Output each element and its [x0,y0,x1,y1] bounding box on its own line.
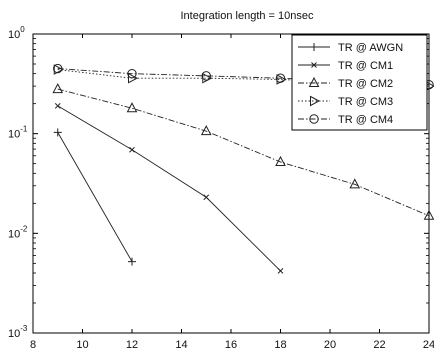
x-tick-label: 24 [423,339,434,351]
data-point [201,71,211,81]
data-point [53,64,64,75]
data-point [128,257,136,266]
y-axis: 100 10-1 10-2 10-3 [8,25,429,340]
y-tick-label: 100 [8,25,25,41]
x-tick-label: 14 [175,339,187,351]
data-point [423,209,434,220]
y-tick-label: 10-2 [8,224,28,240]
x-axis: 8 10 12 14 16 18 20 22 24 [30,34,434,351]
x-tick-label: 16 [225,339,237,351]
data-point [308,76,320,87]
series-line [57,88,430,217]
data-point [200,125,212,136]
x-tick-label: 18 [274,339,286,351]
data-point [310,95,321,107]
data-point [52,83,64,94]
data-point [275,155,286,166]
data-point [128,72,139,84]
series-group [52,63,434,274]
data-point [129,146,135,153]
x-tick-label: 10 [76,339,88,351]
legend-label: TR @ CM3 [338,96,393,108]
data-point [349,178,361,189]
data-point [275,73,286,83]
y-tick-label: 10-1 [8,125,28,141]
legend-label: TR @ CM2 [338,78,393,90]
data-point [53,63,63,74]
legend-label: TR @ CM1 [338,60,393,72]
chart-title: Integration length = 10nsec [180,10,314,22]
legend-label: TR @ AWGN [338,42,403,54]
data-point [53,128,62,137]
series-line [57,68,430,86]
data-point [54,103,61,109]
series-line [57,132,133,262]
x-tick-label: 20 [324,339,336,351]
data-point [203,194,210,201]
series-line [57,105,281,272]
data-point [309,114,319,124]
data-point [311,62,317,68]
y-tick-label: 10-3 [8,324,28,340]
data-point [126,102,138,113]
data-point [127,68,137,79]
series-line [57,69,430,87]
data-point [277,268,284,274]
x-tick-label: 22 [373,339,385,351]
legend-label: TR @ CM4 [338,114,393,126]
data-point [276,74,287,85]
x-tick-label: 12 [126,339,138,351]
data-point [310,43,318,51]
legend: TR @ AWGN TR @ CM1 TR @ CM2 TR @ CM3 TR @ CM… [291,34,428,131]
x-tick-label: 8 [30,339,36,351]
